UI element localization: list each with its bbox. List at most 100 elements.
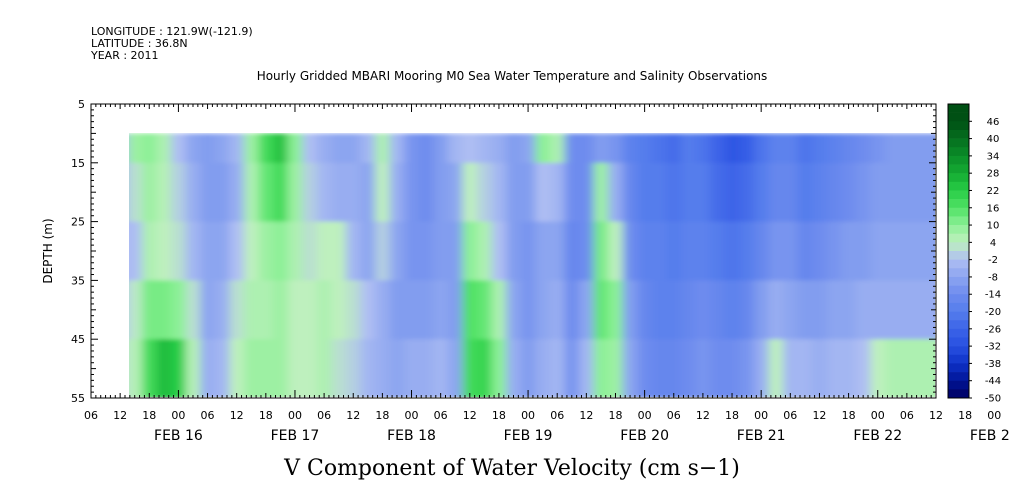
colorbar-bin <box>948 328 969 338</box>
heatmap-cell <box>141 339 158 384</box>
heatmap-cell <box>345 383 362 397</box>
x-tick-label: 06 <box>900 409 914 422</box>
heatmap-cell <box>579 339 595 384</box>
date-label: FEB 20 <box>620 428 669 444</box>
heatmap-cell <box>753 339 770 384</box>
heatmap-cell <box>462 162 478 223</box>
heatmap-cell <box>724 339 740 384</box>
heatmap-cell <box>418 221 434 281</box>
colorbar-bin <box>948 104 969 113</box>
colorbar-bin <box>948 147 969 157</box>
heatmap-cell <box>404 133 420 164</box>
heatmap-cell <box>433 280 449 340</box>
heatmap-cell <box>302 221 318 281</box>
heatmap-cell <box>477 280 493 340</box>
y-tick-label: 25 <box>71 216 85 229</box>
heatmap-cell <box>345 280 362 340</box>
heatmap-cell <box>812 162 828 223</box>
heatmap-cell <box>783 280 799 340</box>
colorbar: 46 40 34 28 22 16 10 4 -2 -8 -14 -20 -26 -32 -38 -44 -50 <box>947 103 1001 405</box>
heatmap-cell <box>724 162 740 223</box>
heatmap-cell <box>914 383 935 397</box>
y-tick-label: 5 <box>78 98 85 111</box>
heatmap-cell <box>214 339 231 384</box>
heatmap-cell <box>462 280 478 340</box>
y-tick-label: 55 <box>71 392 85 405</box>
heatmap-cell <box>477 383 493 397</box>
heatmap-cell <box>841 280 857 340</box>
heatmap-cell <box>506 162 522 223</box>
colorbar-label: -50 <box>985 394 1001 405</box>
colorbar-bin <box>948 372 969 382</box>
heatmap-cell <box>185 221 201 281</box>
heatmap-cell <box>637 133 653 164</box>
colorbar-label: -44 <box>985 376 1001 387</box>
heatmap-cell <box>447 280 464 340</box>
heatmap-cell <box>258 221 274 281</box>
heatmap-cell <box>273 162 289 223</box>
heatmap-cell <box>855 339 872 384</box>
x-axis-label: V Component of Water Velocity (cm s−1) <box>283 456 740 481</box>
heatmap-cell <box>418 280 434 340</box>
heatmap-cell <box>768 280 784 340</box>
heatmap-cell <box>331 383 347 397</box>
axis-ticks <box>90 103 937 399</box>
date-label: FEB 21 <box>737 428 786 444</box>
heatmap-cell <box>447 339 464 384</box>
heatmap-cell <box>812 383 828 397</box>
colorbar-bin <box>948 190 969 200</box>
heatmap-cell <box>841 383 857 397</box>
heatmap-cell <box>549 383 566 397</box>
heatmap-cell <box>783 162 799 223</box>
heatmap-cell <box>243 162 260 223</box>
heatmap-cell <box>360 339 376 384</box>
colorbar-bin <box>948 207 969 217</box>
heatmap-cell <box>695 221 711 281</box>
colorbar-bin <box>948 181 969 191</box>
heatmap-cell <box>695 133 711 164</box>
heatmap-cell <box>753 133 770 164</box>
y-tick-label: 35 <box>71 274 85 287</box>
heatmap-cell <box>287 280 303 340</box>
heatmap-cell <box>243 221 260 281</box>
heatmap-cell <box>273 280 289 340</box>
heatmap-cell <box>477 221 493 281</box>
x-tick-label: 06 <box>84 409 98 422</box>
heatmap-cell <box>214 221 231 281</box>
colorbar-bin <box>948 268 969 278</box>
heatmap-cell <box>331 280 347 340</box>
heatmap-cell <box>593 162 609 223</box>
heatmap-cell <box>681 383 697 397</box>
x-tick-label: 18 <box>608 409 622 422</box>
heatmap-cell <box>579 133 595 164</box>
x-tick-label: 12 <box>463 409 477 422</box>
heatmap-cell <box>214 133 231 164</box>
x-tick-label: 18 <box>142 409 156 422</box>
heatmap-cell <box>855 383 872 397</box>
heatmap-cell <box>141 383 158 397</box>
heatmap-cell <box>608 280 624 340</box>
heatmap-cell <box>710 221 726 281</box>
heatmap-cell <box>129 383 143 397</box>
heatmap-cell <box>418 383 434 397</box>
heatmap-cell <box>695 280 711 340</box>
heatmap-cell <box>783 133 799 164</box>
heatmap-cell <box>345 221 362 281</box>
heatmap-cell <box>914 221 935 281</box>
heatmap-cell <box>666 133 682 164</box>
heatmap-cell <box>564 280 580 340</box>
heatmap-cell <box>331 339 347 384</box>
heatmap-cell <box>214 280 231 340</box>
heatmap-cell <box>826 383 842 397</box>
heatmap-cell <box>870 339 886 384</box>
heatmap-cell <box>783 221 799 281</box>
heatmap-cell <box>914 339 935 384</box>
x-tick-label: 18 <box>958 409 972 422</box>
heatmap-cell <box>243 133 260 164</box>
heatmap-cell <box>637 221 653 281</box>
heatmap-cell <box>404 339 420 384</box>
y-tick-labels: 5 15 25 35 45 55 <box>71 98 85 405</box>
colorbar-label: 10 <box>987 221 1000 232</box>
heatmap-cell <box>753 221 770 281</box>
heatmap-cell <box>579 221 595 281</box>
